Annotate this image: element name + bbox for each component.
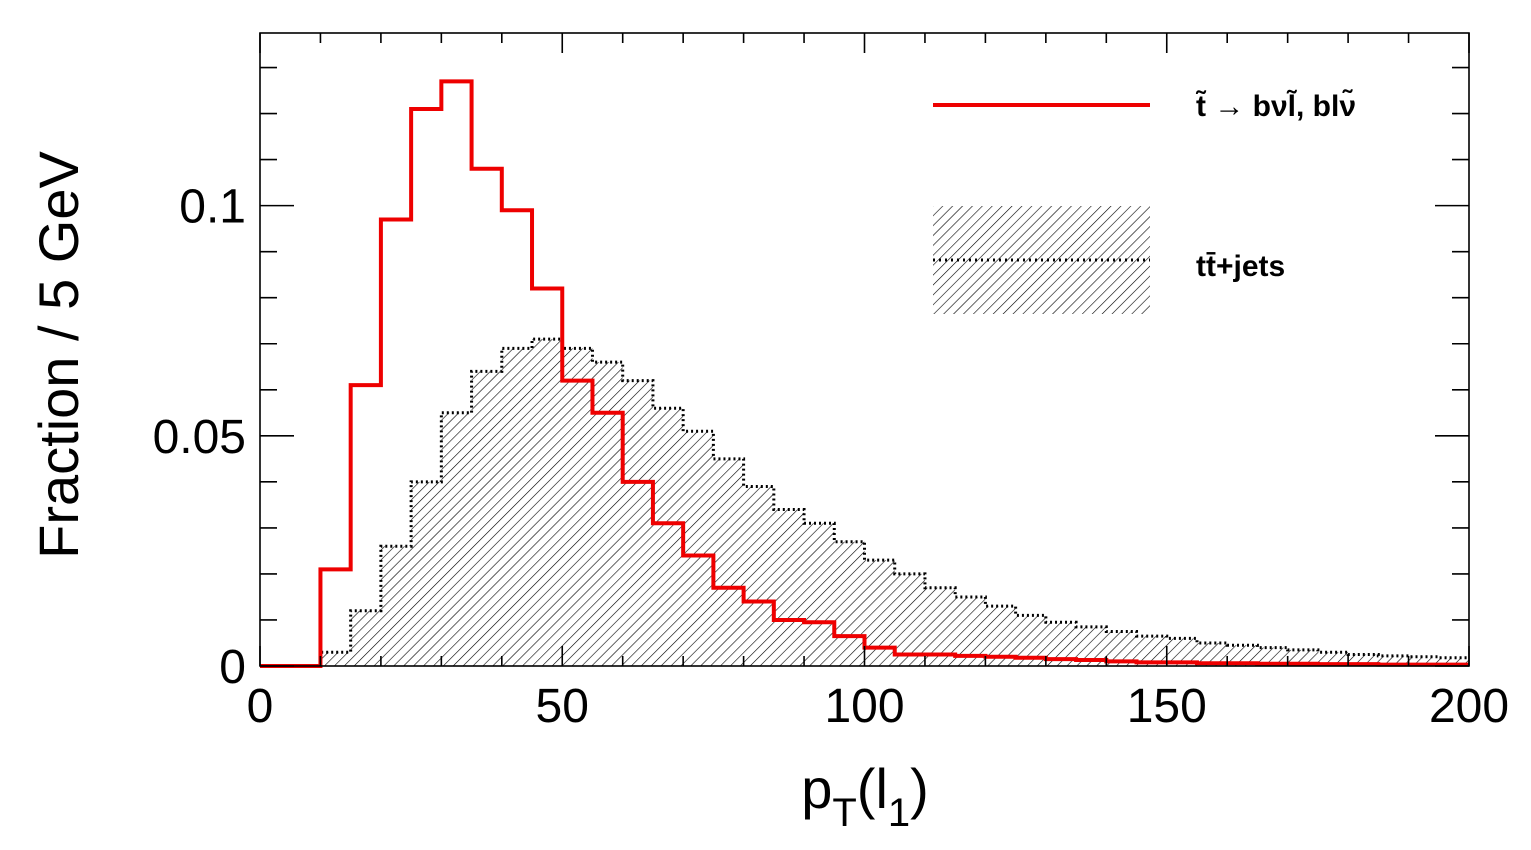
x-tick-label: 50 [536,680,589,733]
y-tick-label: 0 [219,641,246,694]
legend-label-ttbar-jets: tt̄+jets [1196,250,1285,283]
ttbar-jets-outline [260,337,1469,668]
x-tick-label: 100 [824,680,904,733]
stop-signal-bin [320,569,350,666]
x-tick-label: 0 [247,680,274,733]
ttbar-jets-series [260,337,1469,668]
plot-frame [259,32,1470,667]
x-axis-title-main: p [801,757,832,820]
ttbar-jets-fill [260,339,1469,666]
legend-label-stop-signal: t̃ → bνl̃, blν̃ [1195,89,1356,123]
stop-signal-line [260,79,1469,668]
y-tick-label: 0.05 [153,411,246,464]
axis-tick-labels: 0 50 100 150 200 0 0.05 0.1 [153,181,1509,733]
x-tick-label: 200 [1429,680,1509,733]
x-axis-title: pT(l1) [801,757,929,835]
x-axis-title-sub: T [832,791,856,835]
x-axis-title-paren-main: l [875,757,887,820]
x-axis-title-paren-sub: 1 [888,791,910,835]
x-tick-label: 150 [1127,680,1207,733]
stop-signal-series [260,79,1469,668]
legend: t̃ → bνl̃, blν̃ tt̄+jets [933,89,1356,314]
y-tick-label: 0.1 [179,181,246,234]
y-axis-title: Fraction / 5 GeV [27,150,90,558]
